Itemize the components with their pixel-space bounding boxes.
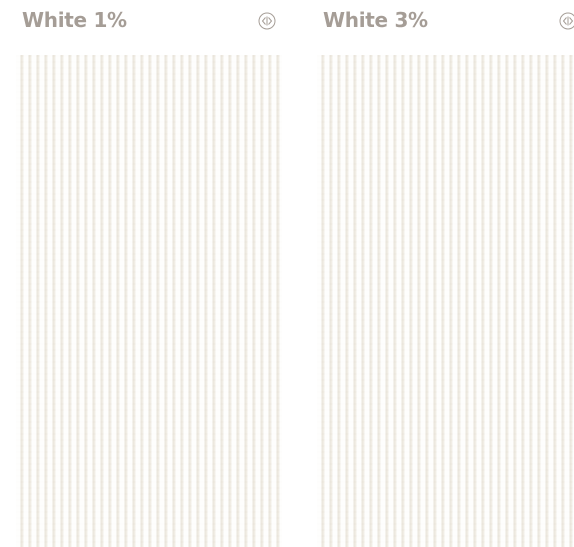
fabric-swatch[interactable] <box>317 55 574 547</box>
swatch-name: White 3% <box>323 8 428 32</box>
compare-icon[interactable] <box>559 12 574 30</box>
swatch-card[interactable]: White 3% <box>317 0 574 547</box>
swatch-card[interactable]: White 1% <box>16 0 282 547</box>
compare-icon[interactable] <box>258 12 276 30</box>
fabric-swatch[interactable] <box>16 55 282 547</box>
page: White 1% White 3% (() => { const data = … <box>0 0 574 547</box>
swatch-name: White 1% <box>22 8 127 32</box>
